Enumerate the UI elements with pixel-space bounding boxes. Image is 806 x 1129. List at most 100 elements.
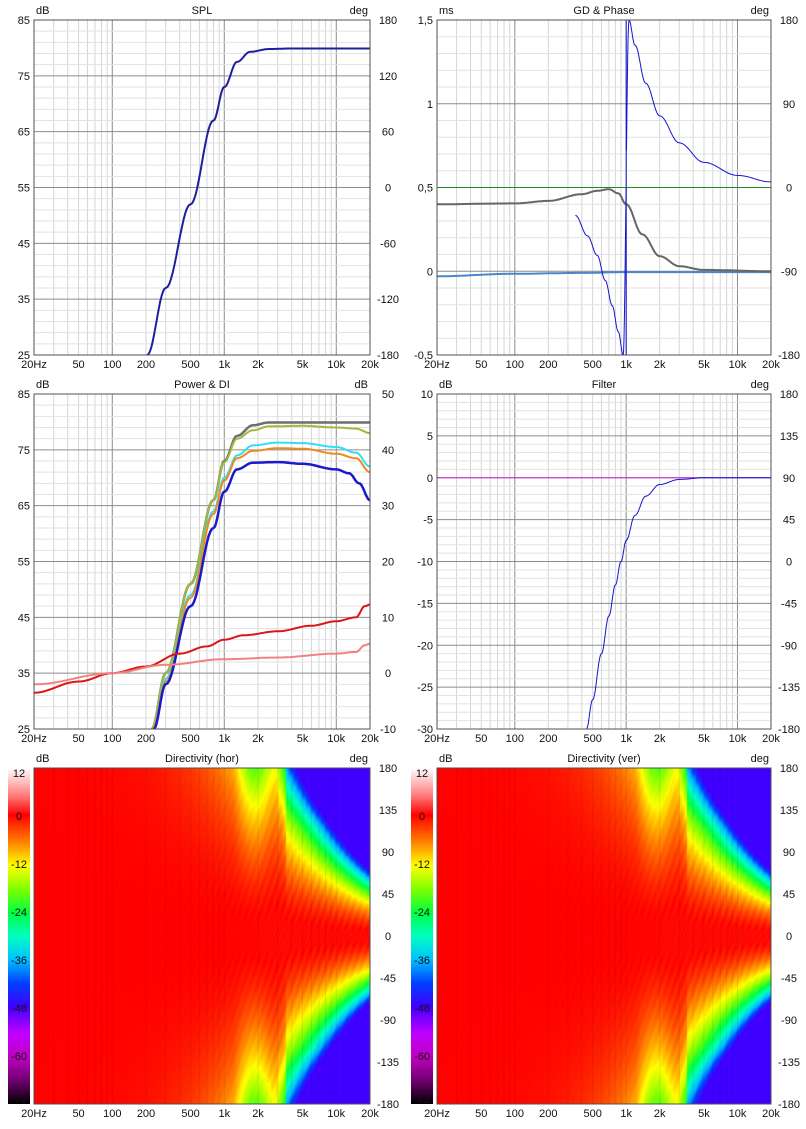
- chart-dirv: Directivity (ver) dB deg 12 0 -12 -24 -36 -48 -60…: [411, 753, 800, 1120]
- x-tick-label: 20k: [762, 359, 780, 371]
- series-line: [437, 188, 771, 273]
- right-tick-label: -60: [380, 238, 396, 250]
- left-tick-label: 85: [18, 389, 30, 401]
- x-tick-label: 50: [475, 359, 487, 371]
- right-tick-label: 0: [786, 931, 792, 943]
- left-tick-label: 65: [18, 127, 30, 139]
- chart-title: SPL: [192, 5, 213, 17]
- left-tick-label: 0: [427, 266, 433, 278]
- left-tick-label: 25: [18, 350, 30, 362]
- series-group: [437, 20, 771, 355]
- x-tick-label: 10k: [729, 359, 747, 371]
- x-tick-label: 500: [181, 733, 199, 745]
- left-tick-label: 10: [421, 389, 433, 401]
- left-tick-label: 35: [18, 294, 30, 306]
- right-tick-label: -45: [781, 598, 797, 610]
- right-tick-label: 180: [780, 15, 798, 27]
- chart-title: Filter: [592, 379, 617, 391]
- x-tick-label: 200: [539, 359, 557, 371]
- right-tick-label: -45: [380, 973, 396, 985]
- right-tick-label: 20: [382, 557, 394, 569]
- right-tick-label: 180: [780, 389, 798, 401]
- right-unit-label: deg: [751, 5, 769, 17]
- colorbar-tick-label: -48: [11, 1003, 27, 1015]
- right-tick-label: -135: [778, 1057, 800, 1069]
- right-tick-label: 0: [385, 183, 391, 195]
- x-tick-label: 20k: [762, 733, 780, 745]
- left-tick-label: -30: [417, 724, 433, 736]
- right-unit-label: deg: [350, 753, 368, 765]
- left-tick-label: 85: [18, 15, 30, 27]
- left-tick-label: 65: [18, 501, 30, 513]
- x-tick-label: 20Hz: [424, 733, 450, 745]
- x-tick-label: 200: [137, 733, 155, 745]
- right-tick-label: 90: [783, 473, 795, 485]
- series-line: [146, 47, 370, 355]
- x-tick-label: 5k: [297, 733, 309, 745]
- x-tick-label: 1k: [620, 733, 632, 745]
- plot-frame: [33, 19, 371, 356]
- x-tick-label: 5k: [698, 359, 710, 371]
- x-tick-label: 20k: [361, 359, 379, 371]
- left-unit-label: dB: [36, 753, 49, 765]
- series-group: [146, 47, 370, 355]
- series-line: [586, 477, 771, 729]
- x-tick-label: 500: [181, 359, 199, 371]
- x-tick-label: 50: [72, 733, 84, 745]
- right-unit-label: deg: [751, 753, 769, 765]
- right-tick-label: 135: [379, 805, 397, 817]
- plot-frame: [33, 767, 371, 1105]
- left-tick-label: 1,5: [418, 15, 433, 27]
- right-tick-label: 30: [382, 501, 394, 513]
- x-tick-label: 50: [72, 359, 84, 371]
- x-tick-label: 10k: [327, 359, 345, 371]
- chart-title: Directivity (ver): [567, 753, 640, 765]
- phase-series-line: [626, 20, 771, 183]
- right-tick-label: -180: [778, 1099, 800, 1111]
- x-tick-label: 10k: [729, 1108, 747, 1120]
- chart-title: GD & Phase: [573, 5, 634, 17]
- x-tick-label: 100: [103, 733, 121, 745]
- x-tick-label: 100: [103, 1108, 121, 1120]
- colorbar-tick-label: 0: [419, 811, 425, 823]
- x-tick-label: 1k: [218, 1108, 230, 1120]
- x-tick-label: 2k: [252, 733, 264, 745]
- left-tick-label: 75: [18, 445, 30, 457]
- right-tick-label: 60: [382, 127, 394, 139]
- x-tick-label: 100: [506, 359, 524, 371]
- directivity-heatmap: [437, 768, 771, 1104]
- right-tick-label: -180: [377, 1099, 399, 1111]
- right-tick-label: -90: [380, 1015, 396, 1027]
- right-tick-label: 45: [783, 889, 795, 901]
- colorbar-tick-label: -72: [11, 1094, 27, 1106]
- x-tick-label: 100: [506, 733, 524, 745]
- x-tick-label: 50: [475, 733, 487, 745]
- chart-dirh: Directivity (hor) dB deg 12 0 -12 -24 -36 -48 -60…: [8, 753, 399, 1120]
- right-tick-label: 135: [780, 431, 798, 443]
- left-unit-label: dB: [36, 5, 49, 17]
- right-tick-label: 0: [385, 668, 391, 680]
- left-tick-label: 55: [18, 183, 30, 195]
- colorbar: [8, 768, 30, 1104]
- right-tick-label: -135: [778, 682, 800, 694]
- chart-spl: SPL dB deg 85 75 65 55 45 35 25 180 120 60 0 -60 -120 -1…: [18, 5, 399, 371]
- x-tick-label: 2k: [252, 1108, 264, 1120]
- left-tick-label: -25: [417, 682, 433, 694]
- phase-series-line: [575, 187, 627, 355]
- colorbar-tick-label: -12: [11, 859, 27, 871]
- series-line: [437, 271, 771, 278]
- x-tick-label: 500: [583, 1108, 601, 1120]
- right-tick-label: 10: [382, 612, 394, 624]
- right-tick-label: 90: [382, 847, 394, 859]
- right-tick-label: 40: [382, 445, 394, 457]
- series-line: [153, 460, 370, 729]
- colorbar-tick-label: -60: [11, 1051, 27, 1063]
- plot-frame: [436, 393, 772, 730]
- colorbar-tick-label: -36: [11, 955, 27, 967]
- right-tick-label: 45: [382, 889, 394, 901]
- right-tick-label: -135: [377, 1057, 399, 1069]
- right-tick-label: -120: [377, 294, 399, 306]
- colorbar-tick-label: -12: [414, 859, 430, 871]
- x-tick-label: 5k: [698, 1108, 710, 1120]
- right-unit-label: deg: [350, 5, 368, 17]
